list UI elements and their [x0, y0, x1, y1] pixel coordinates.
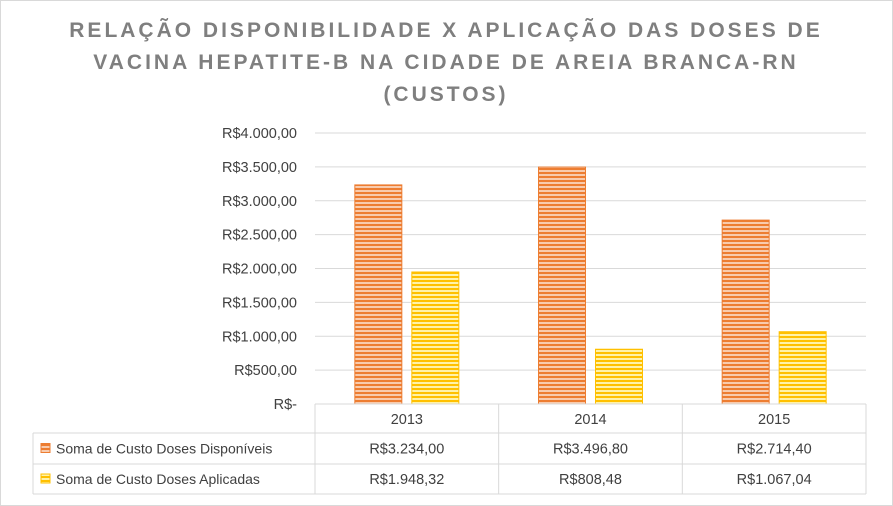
- data-label: R$1.067,04: [737, 472, 812, 488]
- y-tick-label: R$500,00: [234, 363, 297, 379]
- y-tick-label: R$-: [274, 397, 298, 413]
- data-label: R$3.496,80: [553, 442, 628, 458]
- chart-title: RELAÇÃO DISPONIBILIDADE X APLICAÇÃO DAS …: [69, 19, 823, 106]
- data-label: R$808,48: [559, 472, 622, 488]
- data-label: R$3.234,00: [369, 442, 444, 458]
- data-label: R$2.714,40: [737, 442, 812, 458]
- y-tick-label: R$4.000,00: [222, 126, 297, 142]
- data-label: R$1.948,32: [369, 472, 444, 488]
- x-tick-label: 2014: [574, 412, 606, 428]
- bar-disponiveis-2014: [538, 166, 586, 405]
- x-tick-label: 2013: [391, 412, 423, 428]
- bar-disponiveis-2015: [721, 219, 770, 405]
- bar-aplicadas-2013: [411, 271, 460, 405]
- legend-label: Soma de Custo Doses Disponíveis: [56, 441, 272, 457]
- bar-disponiveis-2013: [354, 184, 403, 405]
- legend-label: Soma de Custo Doses Aplicadas: [56, 471, 260, 487]
- y-tick-label: R$1.000,00: [222, 329, 297, 345]
- y-tick-label: R$1.500,00: [222, 295, 297, 311]
- bar-aplicadas-2015: [778, 331, 827, 405]
- y-tick-label: R$3.500,00: [222, 160, 297, 176]
- y-tick-label: R$3.000,00: [222, 194, 297, 210]
- y-tick-label: R$2.500,00: [222, 228, 297, 244]
- y-tick-label: R$2.000,00: [222, 262, 297, 278]
- bar-aplicadas-2014: [595, 348, 643, 405]
- legend-key-aplicadas: [40, 473, 51, 484]
- x-tick-label: 2015: [758, 412, 790, 428]
- legend-key-disponiveis: [40, 443, 51, 453]
